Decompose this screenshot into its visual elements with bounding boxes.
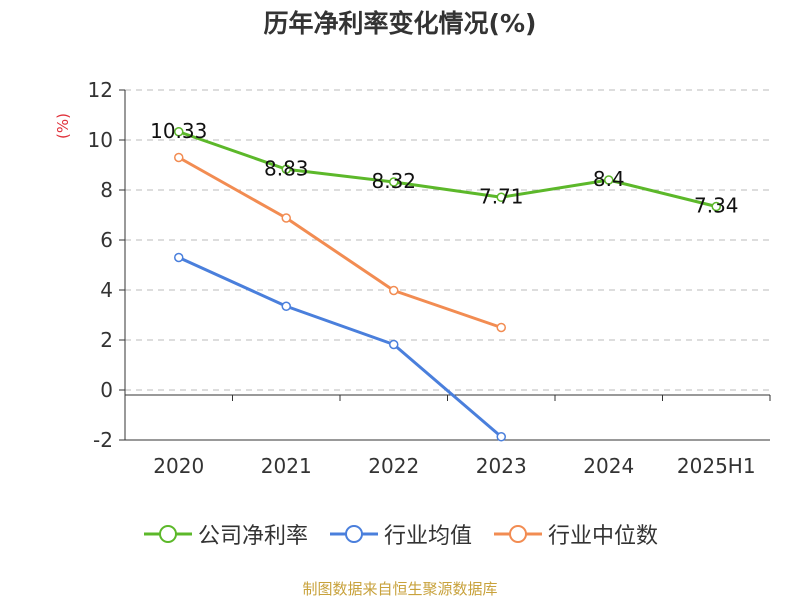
legend-swatch <box>143 525 192 543</box>
legend-item[interactable]: 行业中位数 <box>492 518 658 550</box>
x-tick-label: 2022 <box>368 454 419 478</box>
y-tick-label: 10 <box>88 128 113 152</box>
y-tick-label: 8 <box>100 178 113 202</box>
series-lines <box>174 127 721 442</box>
legend-item[interactable]: 公司净利率 <box>142 518 308 550</box>
axes: -2 0 2 4 6 8 10 12 2020 2021 2022 2023 2024 2025H1 <box>88 78 771 478</box>
legend-swatch <box>329 525 378 543</box>
data-point[interactable] <box>174 152 184 163</box>
series-line <box>178 130 717 208</box>
data-point[interactable] <box>174 252 184 263</box>
legend-item[interactable]: 行业均值 <box>328 518 472 550</box>
data-point[interactable] <box>389 339 399 350</box>
data-point[interactable] <box>389 177 399 187</box>
data-label: 8.4 <box>593 167 625 191</box>
y-tick-label: 6 <box>100 228 113 252</box>
data-label: 8.32 <box>371 169 416 193</box>
legend-swatch-marker <box>344 525 363 543</box>
legend-swatch <box>494 525 542 543</box>
data-point[interactable] <box>174 127 184 137</box>
data-point[interactable] <box>281 164 291 174</box>
legend-label: 行业中位数 <box>548 524 659 549</box>
legend: 公司净利率 行业均值 行业中位数 <box>0 518 800 550</box>
y-tick-label: 2 <box>100 328 113 352</box>
data-point[interactable] <box>281 301 291 311</box>
data-point[interactable] <box>496 432 506 442</box>
data-labels: 10.33 8.83 8.32 7.71 8.4 7.34 <box>150 119 738 218</box>
y-tick-label: 12 <box>88 78 113 102</box>
y-tick-label: 0 <box>100 378 113 402</box>
source-note: 制图数据来自恒生聚源数据库 <box>302 580 498 598</box>
data-label: 10.33 <box>150 119 207 143</box>
y-axis-unit-label: (%) <box>54 113 72 139</box>
legend-label: 公司净利率 <box>197 524 308 549</box>
x-tick-label: 2024 <box>583 454 634 478</box>
x-tick-label: 2020 <box>153 454 204 478</box>
x-tick-label: 2023 <box>476 454 527 478</box>
data-label: 7.71 <box>479 184 524 208</box>
chart-title: 历年净利率变化情况(%) <box>263 9 537 38</box>
data-point[interactable] <box>711 201 721 212</box>
legend-label: 行业均值 <box>383 524 472 549</box>
grid-lines <box>125 89 770 441</box>
series-line <box>178 256 503 438</box>
data-point[interactable] <box>496 192 506 202</box>
data-point[interactable] <box>496 322 506 333</box>
series-line <box>178 156 502 329</box>
legend-swatch-marker <box>158 525 177 543</box>
x-tick-label: 2021 <box>261 454 312 478</box>
data-point[interactable] <box>281 213 291 223</box>
data-label: 7.34 <box>694 194 739 218</box>
y-tick-label: -2 <box>93 428 113 452</box>
x-tick-label: 2025H1 <box>677 454 756 478</box>
y-tick-label: 4 <box>100 278 113 302</box>
data-point[interactable] <box>604 175 614 185</box>
data-label: 8.83 <box>264 156 309 180</box>
data-point[interactable] <box>389 285 399 296</box>
legend-swatch-marker <box>509 525 527 543</box>
